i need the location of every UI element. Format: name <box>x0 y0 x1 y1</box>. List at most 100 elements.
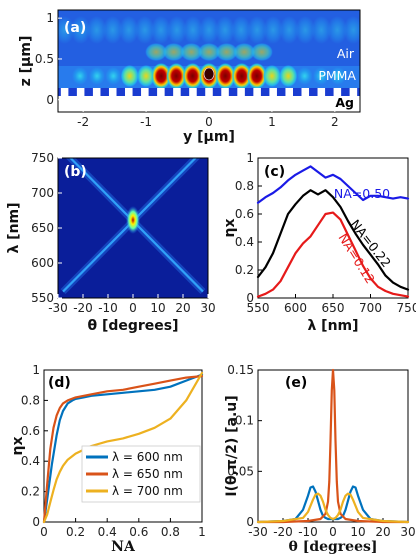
x-tick-label: 600 <box>284 301 307 315</box>
x-tick-label: 0 <box>329 525 337 539</box>
air-field-lobe <box>327 16 348 44</box>
pmma-field-lobe <box>279 65 298 87</box>
y-tick-label: 0.4 <box>235 235 254 249</box>
y-tick-label: 0 <box>246 515 254 529</box>
y-tick-label: 700 <box>31 186 54 200</box>
panel-c: 550 600 650 700 750 0 0.2 0.4 0.6 0.8 1 (c) NA=0.5… <box>222 151 416 334</box>
air-field-lobe <box>233 43 256 61</box>
panel-e: -30 -20 -10 0 10 20 30 0 0.05 0.1 0.15 (e) θ [degr… <box>224 363 416 554</box>
axis-label-y-a: z [μm] <box>18 36 34 87</box>
grating-groove <box>253 88 261 96</box>
pmma-field-lobe <box>137 65 156 87</box>
x-tick-label: 750 <box>397 301 416 315</box>
series-line-700 <box>256 492 410 524</box>
series-line-na050 <box>256 165 410 204</box>
grating-groove <box>157 88 165 96</box>
panel-a: -2 -1 0 1 2 0 0.5 1 (a) Air PMMA Ag y [μm] z [μ… <box>18 9 374 145</box>
emitter-marker <box>203 67 215 81</box>
grating-groove <box>366 88 374 96</box>
axis-label-x-d: NA <box>111 539 136 554</box>
pmma-field-lobe <box>105 67 122 85</box>
legend-d: λ = 600 nm λ = 650 nm λ = 700 nm <box>81 445 201 503</box>
y-tick-label: 0.2 <box>21 485 40 499</box>
air-field-lobe <box>215 43 238 61</box>
grating-groove <box>76 88 85 96</box>
axis-label-x-a: y [μm] <box>183 129 235 145</box>
panel-label-a: (a) <box>64 20 86 36</box>
y-tick-label: 0.05 <box>227 464 254 478</box>
air-field-lobe <box>199 16 219 44</box>
x-tick-label: 2 <box>331 115 339 129</box>
field-map-a <box>58 10 374 112</box>
pmma-field-lobe <box>182 63 203 89</box>
x-tick-label: 650 <box>322 301 345 315</box>
y-tick-label: 0.4 <box>21 454 40 468</box>
x-tick-label: 0.2 <box>66 525 85 539</box>
y-tick-label: 0.8 <box>21 393 40 407</box>
x-tick-label: 550 <box>247 301 270 315</box>
x-tick-label: 30 <box>400 525 415 539</box>
air-field-lobe <box>150 16 171 44</box>
x-tick-label: -10 <box>298 525 318 539</box>
air-field-lobe <box>295 16 316 44</box>
axis-label-y-c: ηx <box>222 219 238 238</box>
grating-groove <box>60 88 69 96</box>
series-line-650 <box>42 375 204 524</box>
y-tick-label: 0.5 <box>35 52 54 66</box>
air-field-lobe <box>102 16 123 44</box>
grating-groove <box>301 88 310 96</box>
series-line-700 <box>42 371 204 524</box>
legend-label-650: λ = 650 nm <box>112 467 183 481</box>
panel-label-e: (e) <box>285 375 307 391</box>
air-field-lobe <box>182 16 203 44</box>
panel-label-d: (d) <box>48 375 71 391</box>
y-tick-label: 0.6 <box>21 424 40 438</box>
x-tick-label: 700 <box>359 301 382 315</box>
x-tick-label: -20 <box>73 301 93 315</box>
pmma-field-lobe <box>120 65 139 87</box>
annotation-air: Air <box>337 46 355 61</box>
annotation-pmma: PMMA <box>318 68 356 83</box>
air-field-lobe <box>250 43 273 61</box>
air-field-lobe <box>198 43 220 61</box>
grating-groove <box>108 88 117 96</box>
grating-groove <box>173 88 181 96</box>
series-line-650 <box>256 368 410 524</box>
pmma-field-lobe <box>231 63 252 89</box>
grating-groove <box>317 88 326 96</box>
air-field-lobe <box>263 16 284 44</box>
x-tick-label: -30 <box>48 301 68 315</box>
air-field-lobe <box>279 16 300 44</box>
air-field-lobe <box>215 16 236 44</box>
air-field-lobe <box>134 16 155 44</box>
air-field-lobe <box>343 16 360 44</box>
air-field-lobe <box>86 16 107 44</box>
panel-label-c: (c) <box>264 164 285 180</box>
x-tick-label: 1 <box>268 115 276 129</box>
x-tick-label: -10 <box>98 301 118 315</box>
air-field-lobe <box>162 43 185 61</box>
y-tick-label: 0 <box>246 291 254 305</box>
grating-groove <box>141 88 149 96</box>
grating-groove <box>237 88 245 96</box>
pmma-field-lobe <box>329 67 346 85</box>
panel-b: -30 -20 -10 0 10 20 30 550 600 650 700 750 (b) θ [d… <box>6 151 216 334</box>
grating-groove <box>285 88 293 96</box>
air-field-lobe <box>180 43 203 61</box>
axis-label-y-e: I(θ,π/2) [a.u] <box>224 395 240 496</box>
x-tick-label: 0 <box>129 301 137 315</box>
axis-label-y-b: λ [nm] <box>6 202 22 253</box>
pmma-field-lobe <box>262 65 281 87</box>
x-tick-label: 10 <box>150 301 165 315</box>
x-tick-label: 0 <box>205 115 213 129</box>
y-tick-label: 0.15 <box>227 363 254 377</box>
x-tick-label: 0 <box>40 525 48 539</box>
series-line-na012 <box>256 211 410 298</box>
panel-label-b: (b) <box>64 164 87 180</box>
y-tick-label: 0.1 <box>235 414 254 428</box>
air-field-lobe <box>247 16 268 44</box>
y-tick-label: 1 <box>46 11 54 25</box>
grating-groove <box>221 88 229 96</box>
air-field-lobe <box>166 16 187 44</box>
